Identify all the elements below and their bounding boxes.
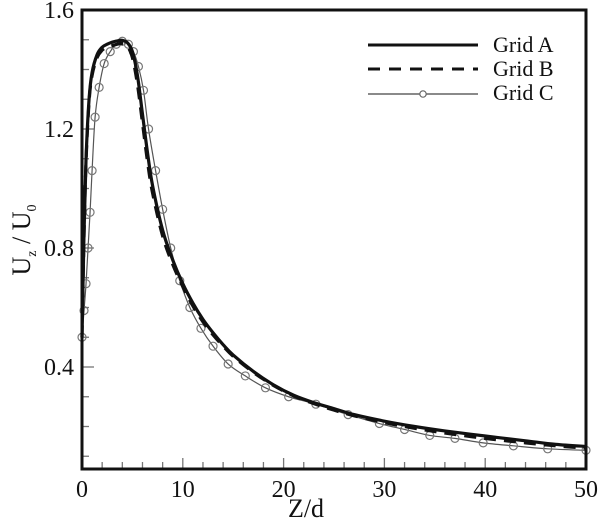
y-axis-title: Uz / U0	[7, 204, 40, 275]
data-point-marker	[123, 39, 133, 49]
tick-labels: 0 10 20 30 40 50 0.4 0.8 1.2 1.6	[44, 0, 598, 503]
y-tick-label: 0.4	[44, 355, 74, 381]
y-axis-title-sub1: z	[25, 251, 40, 257]
y-axis-title-sep: /	[7, 230, 36, 250]
x-tick-label: 10	[171, 477, 195, 503]
series-line	[80, 38, 587, 449]
data-point-marker	[94, 82, 104, 92]
legend-label-grid-a: Grid A	[493, 32, 554, 57]
x-axis-title: Z/d	[288, 494, 324, 523]
y-axis-title-main1: U	[7, 257, 36, 276]
legend-label-grid-b: Grid B	[493, 56, 554, 81]
data-point-marker	[478, 438, 488, 448]
data-point-marker	[99, 58, 109, 69]
data-point-marker	[240, 371, 250, 381]
y-tick-label: 1.2	[44, 117, 74, 143]
data-point-marker	[87, 166, 97, 176]
x-tick-label: 50	[574, 477, 598, 503]
x-tick-label: 0	[76, 477, 88, 503]
x-tick-label: 20	[272, 477, 296, 503]
svg-text:Uz / U0: Uz / U0	[7, 204, 40, 275]
series-grid-a	[80, 38, 587, 449]
legend: Grid A Grid B Grid C	[368, 32, 554, 105]
x-tick-label: 40	[473, 477, 497, 503]
y-tick-label: 1.6	[44, 0, 74, 24]
data-point-marker	[260, 383, 271, 393]
y-tick-label: 0.8	[44, 236, 74, 262]
data-point-marker	[90, 112, 100, 122]
data-point-marker	[223, 359, 233, 369]
x-tick-label: 30	[372, 477, 396, 503]
plot-frame	[80, 8, 588, 471]
data-point-marker	[208, 341, 218, 351]
legend-marker-grid-c	[419, 90, 427, 98]
series-line	[81, 40, 587, 451]
legend-label-grid-c: Grid C	[493, 80, 554, 105]
data-point-marker	[196, 323, 206, 333]
y-axis-title-main2: U	[7, 211, 36, 230]
series-layer	[77, 36, 591, 455]
y-axis-title-sub2: 0	[25, 204, 40, 211]
data-point-marker	[105, 47, 115, 57]
